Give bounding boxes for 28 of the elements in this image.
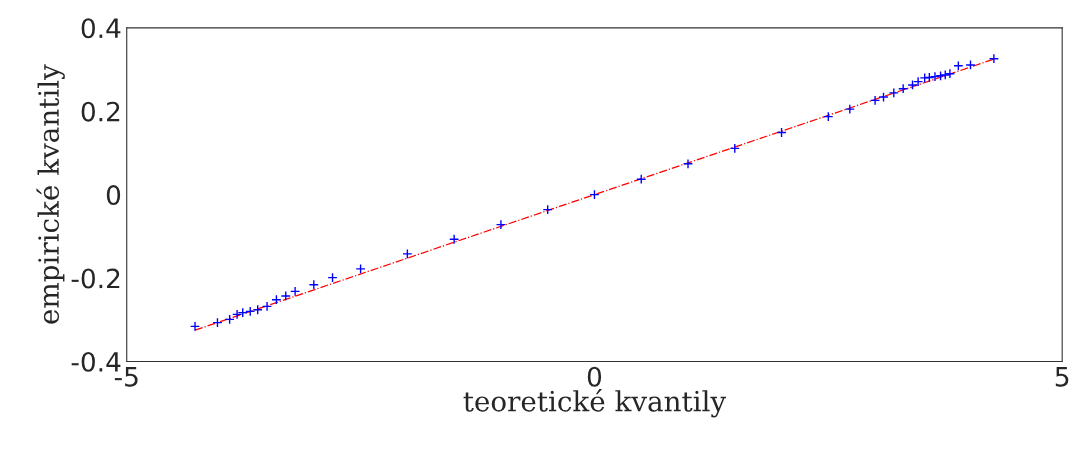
point (878, 91, 889, 103)
point (870, 95, 881, 106)
point (988, 53, 999, 64)
point (261, 301, 273, 312)
point (898, 83, 909, 94)
x-axis-title: teoretické kvantily (463, 389, 727, 418)
point (844, 104, 855, 115)
point (965, 59, 976, 71)
point (402, 248, 413, 259)
point (495, 219, 507, 230)
point (189, 321, 201, 332)
point (280, 290, 291, 302)
point (290, 286, 301, 297)
point (929, 71, 941, 82)
point (308, 279, 319, 290)
y-tick-label: 0.2 (81, 101, 120, 122)
point (682, 158, 694, 169)
y-tick-label: 0.4 (81, 18, 121, 39)
x-tick-label: 5 (1055, 367, 1069, 387)
point (944, 68, 956, 79)
point (449, 234, 460, 245)
point (355, 263, 366, 274)
point (888, 87, 899, 98)
y-tick-label: 0 (106, 185, 121, 206)
y-axis-title: empirické kvantily (36, 64, 65, 324)
y-tick-label: -0.2 (71, 268, 120, 289)
x-tick-label: 0 (587, 366, 602, 387)
point (940, 69, 951, 81)
